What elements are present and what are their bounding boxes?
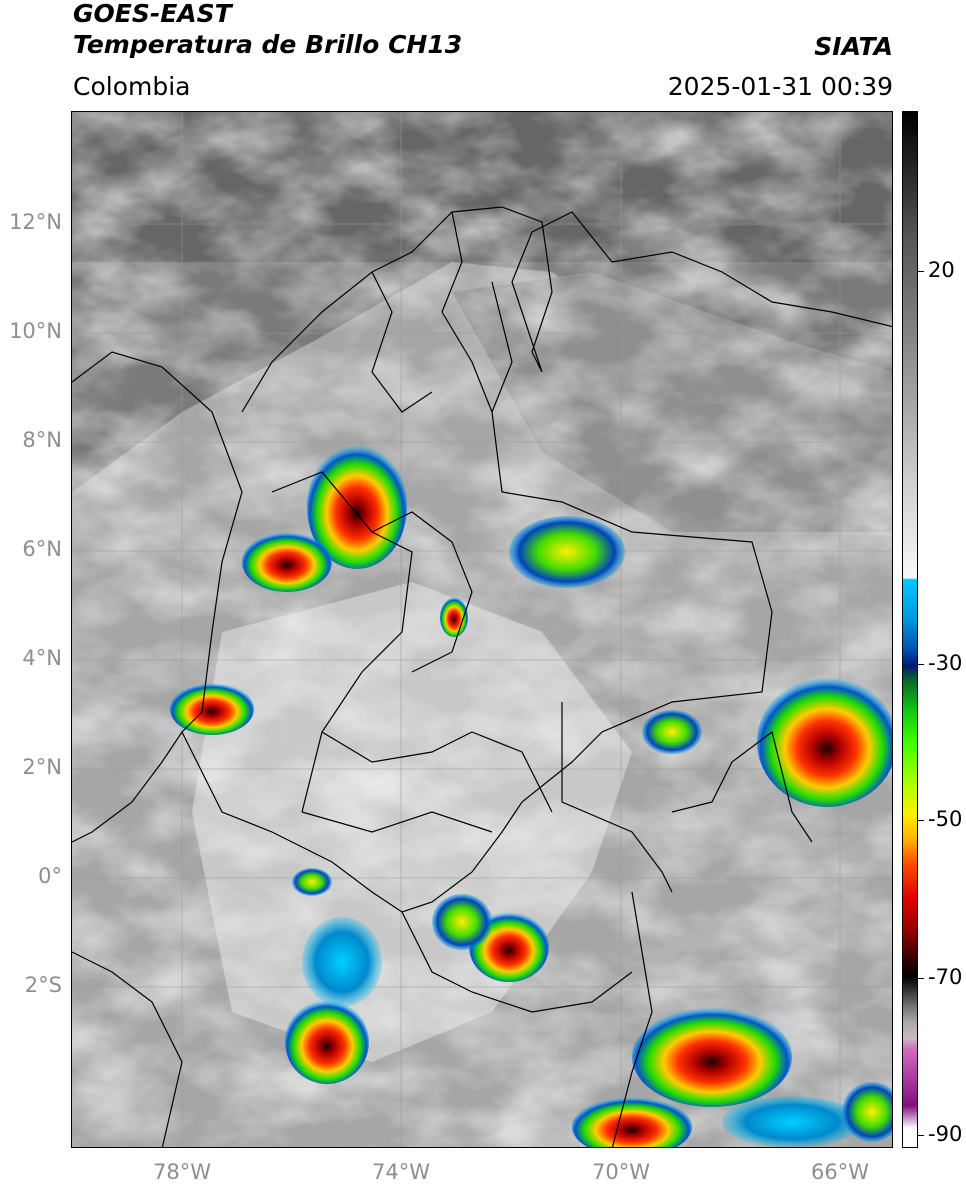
- colorbar-tick: [918, 978, 924, 979]
- lat-label: 12°N: [9, 210, 62, 234]
- map-title: GOES-EAST Temperatura de Brillo CH13: [73, 0, 462, 60]
- lat-label: 2°N: [22, 755, 62, 779]
- lon-label: 66°W: [811, 1160, 869, 1184]
- brazil-border: [671, 730, 813, 843]
- graticule: [72, 112, 892, 1147]
- colorbar-tick: [918, 271, 924, 272]
- storm-cell: [632, 1007, 792, 1107]
- cloud-texture: [72, 112, 892, 1147]
- storm-cell: [170, 683, 254, 735]
- caribbean-coastline: [241, 206, 892, 413]
- storm-cell: [302, 917, 382, 1007]
- storm-cell: [242, 532, 332, 592]
- storm-cell: [572, 1097, 692, 1147]
- colorbar-tick: [918, 820, 924, 821]
- lon-label: 78°W: [153, 1160, 211, 1184]
- lat-label: 4°N: [22, 646, 62, 670]
- department-border: [301, 811, 493, 833]
- storm-cell: [642, 710, 702, 754]
- storm-cell: [285, 1000, 369, 1084]
- lat-label: 6°N: [22, 537, 62, 561]
- colorbar: [902, 111, 918, 1148]
- department-border: [441, 211, 493, 413]
- venezuela-border: [561, 702, 673, 893]
- department-border: [321, 731, 553, 813]
- storm-cell: [307, 445, 407, 569]
- storm-cell: [722, 1096, 862, 1147]
- lat-label: 0°: [38, 864, 62, 888]
- peru-brazil-border: [611, 891, 653, 1147]
- colorbar-tick: [918, 1135, 924, 1136]
- lon-label: 74°W: [372, 1160, 430, 1184]
- satellite-name: GOES-EAST: [73, 0, 232, 28]
- satellite-map[interactable]: [71, 111, 893, 1148]
- southern-coast: [72, 951, 183, 1147]
- region-label: Colombia: [73, 72, 191, 101]
- lon-label: 70°W: [592, 1160, 650, 1184]
- department-border: [271, 471, 413, 813]
- storm-cell: [292, 868, 332, 896]
- convective-cells: [170, 445, 892, 1147]
- peru-border: [401, 911, 633, 1013]
- map-canvas: [72, 112, 892, 1147]
- storm-cell: [440, 597, 468, 637]
- colorbar-label: -30: [928, 651, 963, 675]
- colorbar-label: -50: [928, 807, 963, 831]
- storm-cell: [842, 1082, 892, 1142]
- storm-cell: [432, 894, 492, 950]
- timestamp-label: 2025-01-31 00:39: [667, 72, 893, 101]
- colombia-border: [181, 281, 773, 913]
- colorbar-tick: [918, 664, 924, 665]
- department-border: [371, 511, 473, 673]
- product-name: Temperatura de Brillo CH13: [73, 30, 463, 59]
- storm-cell: [757, 677, 892, 807]
- department-border: [371, 271, 433, 413]
- borders: [72, 206, 892, 1147]
- colorbar-label: 20: [928, 258, 955, 282]
- storm-cell: [509, 516, 625, 588]
- agency-label: SIATA: [814, 32, 893, 61]
- colorbar-label: -90: [928, 1122, 963, 1146]
- lat-label: 8°N: [22, 428, 62, 452]
- lat-label: 10°N: [9, 319, 62, 343]
- colorbar-label: -70: [928, 965, 963, 989]
- pacific-coastline: [72, 351, 243, 843]
- lat-label: 2°S: [24, 973, 62, 997]
